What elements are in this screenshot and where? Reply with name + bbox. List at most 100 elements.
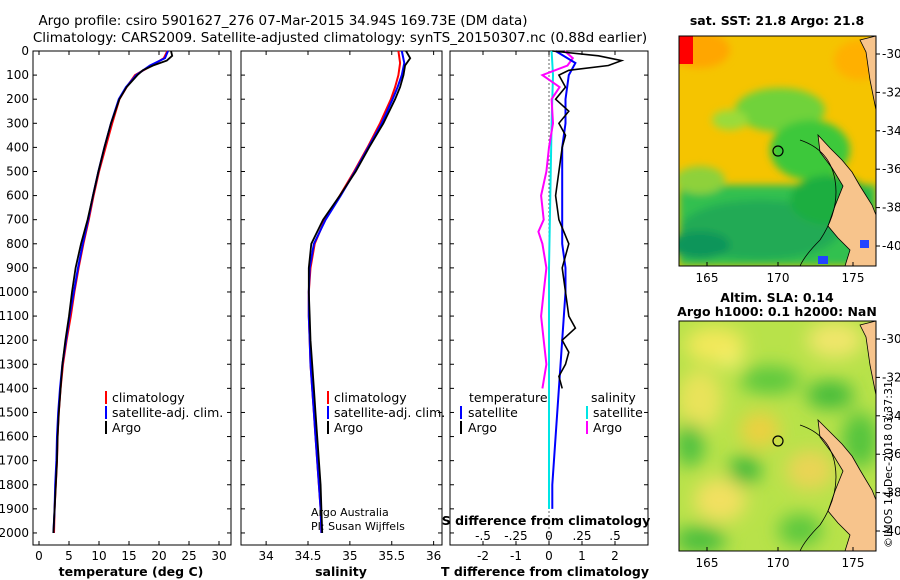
sla-map-title-2: Argo h1000: 0.1 h2000: NaN — [677, 304, 877, 319]
depth-tick-label: 400 — [6, 140, 29, 154]
depth-tick-label: 1300 — [0, 357, 29, 371]
map-lon-tick-label: 165 — [696, 556, 719, 570]
salinity-climatology-line — [307, 50, 402, 534]
depth-tick-label: 2000 — [0, 526, 29, 540]
map-lat-tick-label: -36 — [882, 447, 900, 461]
map-lat-tick-label: -32 — [882, 370, 900, 384]
x-tick-label: 30 — [211, 549, 226, 563]
depth-tick-label: 1700 — [0, 454, 29, 468]
depth-tick-label: 200 — [6, 92, 29, 106]
map-lon-tick-label: 170 — [767, 271, 790, 285]
x-tick-label: 20 — [151, 549, 166, 563]
x-tick-label: 0 — [545, 549, 553, 563]
sst-map-title: sat. SST: 21.8 Argo: 21.8 — [690, 13, 864, 28]
x-tick-label: 15 — [121, 549, 136, 563]
legend-s-argo: Argo — [593, 420, 622, 435]
diff-t-argo-line — [552, 50, 625, 389]
x-tick-label: 34.5 — [295, 549, 322, 563]
sst-argo-marker — [772, 145, 784, 157]
salinity-legend: climatology satellite-adj. clim. Argo — [327, 390, 445, 435]
legend-title-salinity: salinity — [591, 390, 636, 405]
x-tick-label: -1 — [510, 549, 522, 563]
depth-tick-label: 1600 — [0, 430, 29, 444]
legend-argo: Argo — [334, 420, 363, 435]
credit-line-1: Argo Australia — [311, 506, 389, 519]
x-tick-label: 35.5 — [378, 549, 405, 563]
x2-tick-label: -.25 — [504, 529, 527, 543]
depth-tick-label: 500 — [6, 164, 29, 178]
map-lon-tick-label: 165 — [696, 271, 719, 285]
salinity-panel-frame — [240, 50, 443, 546]
map-lon-tick-label: 175 — [842, 556, 865, 570]
map-lat-tick-label: -34 — [882, 409, 900, 423]
temperature-argo-line — [52, 50, 174, 534]
x-tick-label: 34 — [258, 549, 273, 563]
legend-t-argo: Argo — [468, 420, 497, 435]
legend-s-satellite: satellite — [593, 405, 643, 420]
legend-argo: Argo — [112, 420, 141, 435]
x-tick-label: 0 — [35, 549, 43, 563]
depth-tick-label: 1900 — [0, 502, 29, 516]
legend-satellite: satellite-adj. clim. — [334, 405, 445, 420]
depth-tick-label: 1500 — [0, 405, 29, 419]
title-line-1: Argo profile: csiro 5901627_276 07-Mar-2… — [38, 13, 527, 29]
difference-legend-temperature: temperature satellite Argo — [460, 390, 548, 435]
map-lon-tick-label: 170 — [767, 556, 790, 570]
salinity-plot: 34 34.5 35 35.5 36 — [258, 50, 441, 563]
temperature-plot: 0 5 10 15 20 25 30 — [35, 50, 227, 563]
sla-map-axes: 165 170 175 -30 -32 -34 -36 -38 -40 — [696, 332, 900, 570]
x2-tick-label: .5 — [609, 529, 620, 543]
temperature-legend: climatology satellite-adj. clim. Argo — [105, 390, 223, 435]
map-lat-tick-label: -30 — [882, 332, 900, 346]
diff-s-argo-line — [537, 50, 575, 389]
x-tick-label: 35 — [342, 549, 357, 563]
depth-tick-label: 1200 — [0, 333, 29, 347]
depth-tick-label: 1800 — [0, 478, 29, 492]
legend-climatology: climatology — [334, 390, 407, 405]
x-tick-label: 1 — [578, 549, 586, 563]
map-lat-tick-label: -38 — [882, 201, 900, 215]
x2-tick-label: .25 — [572, 529, 591, 543]
x-tick-label: 2 — [611, 549, 619, 563]
credit-line-2: PI: Susan Wijffels — [311, 520, 405, 533]
map-lat-tick-label: -32 — [882, 85, 900, 99]
depth-tick-label: 0 — [21, 44, 29, 58]
sla-argo-marker — [772, 435, 784, 447]
sla-map — [679, 321, 876, 551]
depth-tick-label: 100 — [6, 68, 29, 82]
temperature-xlabel: temperature (deg C) — [59, 564, 204, 579]
x2-tick-label: -.5 — [475, 529, 491, 543]
title-line-2: Climatology: CARS2009. Satellite-adjuste… — [33, 30, 647, 46]
sst-map-axes: 165 170 175 -30 -32 -34 -36 -38 -40 — [696, 47, 900, 285]
x-tick-label: -2 — [477, 549, 489, 563]
difference-plot: -2 -1 0 1 2 -.5 -.25 0 .25 .5 — [475, 50, 625, 563]
map-lat-tick-label: -34 — [882, 124, 900, 138]
depth-tick-label: 1000 — [0, 285, 29, 299]
legend-satellite: satellite-adj. clim. — [112, 405, 223, 420]
map-lat-tick-label: -36 — [882, 162, 900, 176]
temperature-panel-frame — [32, 50, 232, 546]
depth-tick-label: 1400 — [0, 381, 29, 395]
depth-tick-label: 700 — [6, 213, 29, 227]
map-lat-tick-label: -30 — [882, 47, 900, 61]
depth-tick-label: 1100 — [0, 309, 29, 323]
depth-tick-label: 300 — [6, 116, 29, 130]
x2-tick-label: 0 — [545, 529, 553, 543]
salinity-xlabel: salinity — [315, 564, 367, 579]
legend-climatology: climatology — [112, 390, 185, 405]
salinity-satellite-line — [307, 50, 406, 534]
x-tick-label: 10 — [91, 549, 106, 563]
legend-t-satellite: satellite — [468, 405, 518, 420]
depth-tick-label: 800 — [6, 237, 29, 251]
map-lat-tick-label: -40 — [882, 524, 900, 538]
x-tick-label: 5 — [65, 549, 73, 563]
map-lat-tick-label: -40 — [882, 239, 900, 253]
depth-tick-label: 600 — [6, 189, 29, 203]
salinity-argo-line — [307, 50, 412, 534]
depth-axis: 0 100 200 300 400 500 600 700 800 900 1000 1100 1200… — [0, 44, 648, 540]
diff-t-satellite-line — [551, 50, 577, 509]
legend-title-temperature: temperature — [469, 390, 548, 405]
map-lat-tick-label: -38 — [882, 486, 900, 500]
difference-legend-salinity: salinity satellite Argo — [586, 390, 643, 435]
